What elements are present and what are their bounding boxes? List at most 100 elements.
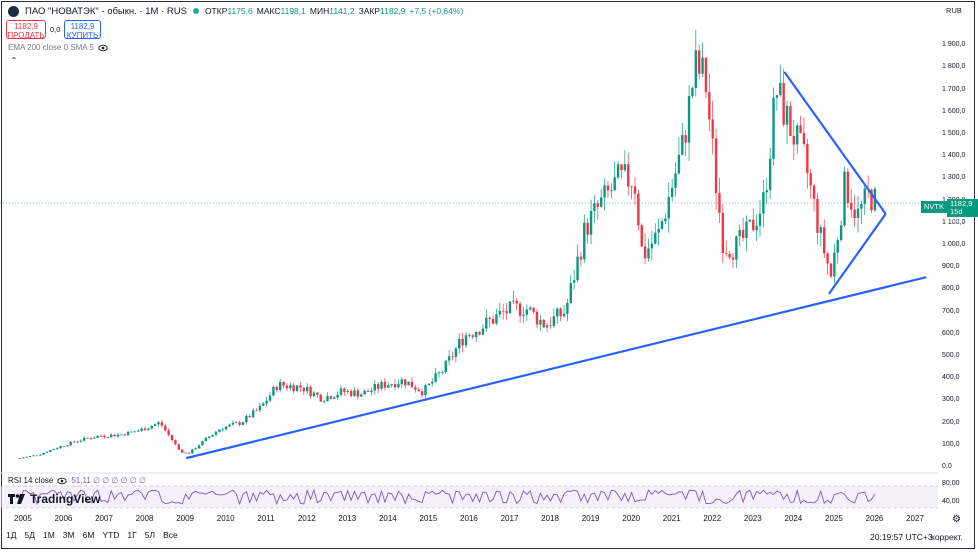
candle-body bbox=[687, 96, 691, 143]
range-button[interactable]: 3М bbox=[62, 530, 75, 540]
candle-body bbox=[752, 219, 755, 231]
price-axis-label: 400,0 bbox=[942, 374, 960, 382]
candle-body bbox=[545, 325, 549, 328]
time-axis-label: 2016 bbox=[460, 514, 478, 523]
eye-icon[interactable] bbox=[57, 477, 68, 485]
candle-body bbox=[755, 225, 758, 231]
candle-body bbox=[420, 391, 424, 396]
candle-body bbox=[62, 446, 66, 447]
symbol-title[interactable]: ПАО "НОВАТЭК" - обыкн. · 1М · RUS bbox=[25, 5, 187, 17]
candle-body bbox=[863, 188, 866, 205]
ohlc-close: ЗАКР1182,9 bbox=[358, 6, 406, 16]
buy-button[interactable]: 1182,9 КУПИТЬ bbox=[64, 20, 101, 40]
candle-body bbox=[211, 434, 214, 437]
trendline bbox=[828, 213, 887, 295]
candle-body bbox=[316, 392, 319, 395]
candle-body bbox=[106, 437, 110, 438]
indicator-legend[interactable]: EMA 200 close 0 SMA 5 bbox=[8, 43, 108, 52]
candle-body bbox=[512, 300, 515, 302]
candle-body bbox=[69, 441, 72, 446]
sell-label: ПРОДАТЬ bbox=[7, 31, 45, 40]
range-button[interactable]: 1Д bbox=[6, 530, 17, 540]
range-button[interactable]: 1М bbox=[42, 530, 55, 540]
range-button[interactable]: YTD bbox=[102, 530, 120, 540]
candle-body bbox=[627, 164, 630, 187]
candle-body bbox=[137, 430, 140, 432]
candle-body bbox=[559, 308, 562, 317]
candle-body bbox=[116, 434, 120, 437]
candle-body bbox=[306, 386, 309, 392]
candle-body bbox=[343, 388, 346, 393]
candle-body bbox=[633, 186, 637, 194]
candle-body bbox=[640, 225, 643, 247]
price-tag-value-box: 1182,9 15d 23h bbox=[947, 199, 978, 224]
candle-body bbox=[694, 50, 698, 88]
candle-body bbox=[228, 424, 231, 427]
time-axis-label: 2014 bbox=[378, 514, 397, 523]
candle-body bbox=[383, 381, 387, 388]
price-tag-countdown: 15d 23h bbox=[950, 207, 963, 224]
candle-body bbox=[809, 173, 812, 186]
candle-body bbox=[471, 335, 474, 337]
candle-body bbox=[539, 319, 542, 325]
price-axis[interactable]: 0,0 100,0 200,0 300,0 400,0 500,0 600,0 700,0 80… bbox=[938, 22, 974, 472]
eye-icon[interactable] bbox=[98, 44, 108, 52]
clock[interactable]: 20:19:57 UTC+3 bbox=[870, 532, 933, 542]
candle-body bbox=[772, 97, 775, 159]
symbol-logo-icon bbox=[8, 5, 19, 17]
candle-body bbox=[39, 454, 42, 456]
candle-body bbox=[353, 390, 356, 396]
time-axis-label: 2009 bbox=[176, 514, 194, 523]
candle-body bbox=[110, 434, 113, 438]
range-button[interactable]: 5Д bbox=[24, 530, 35, 540]
candle-body bbox=[214, 431, 218, 435]
candle-body bbox=[525, 309, 529, 315]
rsi-legend[interactable]: RSI 14 close 51,11 ∅ ∅ ∅ ∅ ∅ ∅ bbox=[8, 476, 146, 485]
price-axis-label: 700,0 bbox=[942, 307, 960, 315]
indicator-label: EMA 200 close 0 SMA 5 bbox=[8, 43, 94, 52]
candle-body bbox=[167, 430, 170, 435]
tradingview-icon bbox=[8, 494, 25, 504]
candle-body bbox=[309, 386, 312, 397]
range-button[interactable]: 5Л bbox=[144, 530, 156, 540]
candle-body bbox=[556, 308, 559, 317]
candle-body bbox=[397, 384, 400, 388]
candle-body bbox=[349, 391, 353, 396]
sell-button[interactable]: 1182,9 ПРОДАТЬ bbox=[6, 20, 46, 40]
collapse-legend-icon[interactable]: ⌃ bbox=[10, 56, 18, 65]
candle-body bbox=[417, 389, 420, 392]
candle-body bbox=[708, 92, 711, 120]
symbol-legend[interactable]: ПАО "НОВАТЭК" - обыкн. · 1М · RUS ОТКР11… bbox=[8, 3, 463, 19]
range-button[interactable]: Все bbox=[163, 530, 178, 540]
candle-body bbox=[123, 434, 126, 436]
range-button[interactable]: 6М bbox=[82, 530, 95, 540]
candle-body bbox=[218, 429, 221, 432]
price-axis-label: 1 600,0 bbox=[942, 107, 966, 115]
candle-body bbox=[96, 435, 99, 438]
candle-body bbox=[208, 436, 211, 438]
candle-body bbox=[32, 455, 35, 457]
time-axis[interactable]: 2005 2006 2007 2008 2009 2010 2011 2012 2013 2014… bbox=[0, 510, 938, 526]
candle-body bbox=[177, 444, 180, 450]
candle-body bbox=[241, 422, 245, 425]
candle-body bbox=[407, 381, 410, 386]
price-axis-label: 800,0 bbox=[942, 285, 960, 293]
adjust-toggle[interactable]: коррект. bbox=[931, 532, 963, 542]
candle-body bbox=[620, 164, 623, 171]
candle-body bbox=[819, 227, 823, 233]
rsi-label: RSI 14 close bbox=[8, 476, 54, 485]
settings-gear-icon[interactable]: ⚙ bbox=[952, 514, 961, 525]
candle-body bbox=[197, 445, 201, 449]
candle-body bbox=[718, 193, 721, 213]
rsi-axis: 80,00 40,00 bbox=[938, 478, 974, 508]
candle-body bbox=[684, 134, 687, 143]
candle-body bbox=[748, 219, 752, 222]
candle-body bbox=[576, 256, 579, 281]
candle-body bbox=[586, 222, 589, 235]
time-axis-label: 2017 bbox=[500, 514, 519, 523]
candle-body bbox=[529, 307, 532, 310]
range-button[interactable]: 1Г bbox=[127, 530, 137, 540]
candle-body bbox=[501, 310, 505, 312]
